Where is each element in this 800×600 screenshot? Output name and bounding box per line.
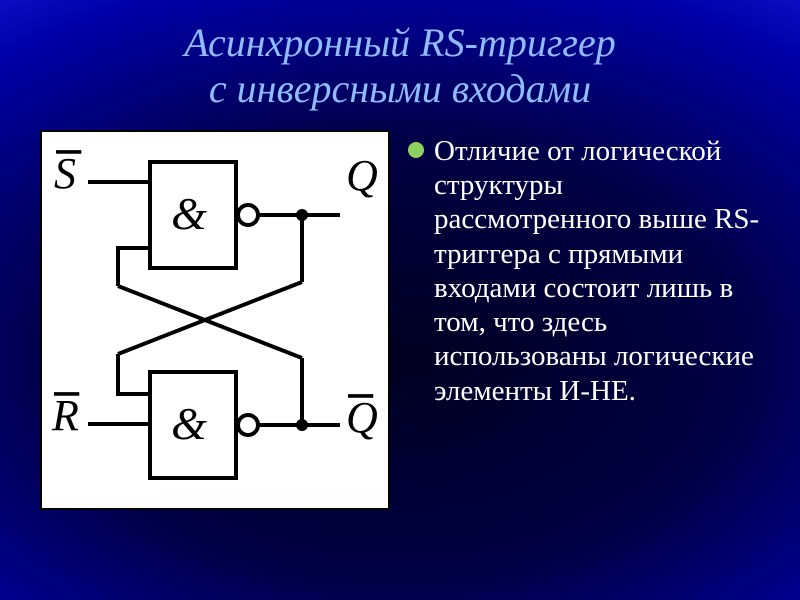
bullet-icon (408, 142, 424, 158)
body-text: Отличие от логической структуры рассмотр… (412, 134, 760, 408)
diagram-container: & & S R Q Q (40, 130, 390, 570)
rs-trigger-diagram: & & S R Q Q (40, 130, 390, 510)
svg-text:&: & (171, 398, 207, 449)
svg-text:Q: Q (346, 151, 378, 200)
svg-text:S: S (54, 149, 76, 198)
slide: Асинхронный RS-триггер с инверсными вход… (0, 0, 800, 600)
svg-text:&: & (171, 188, 207, 239)
slide-title: Асинхронный RS-триггер с инверсными вход… (40, 20, 760, 112)
svg-text:Q: Q (346, 393, 378, 442)
svg-text:R: R (51, 391, 79, 440)
title-line-2: с инверсными входами (209, 66, 591, 111)
content-row: & & S R Q Q Отличие от логической структуры р… (40, 130, 760, 570)
text-column: Отличие от логической структуры рассмотр… (412, 130, 760, 570)
title-line-1: Асинхронный RS-триггер (184, 20, 616, 65)
